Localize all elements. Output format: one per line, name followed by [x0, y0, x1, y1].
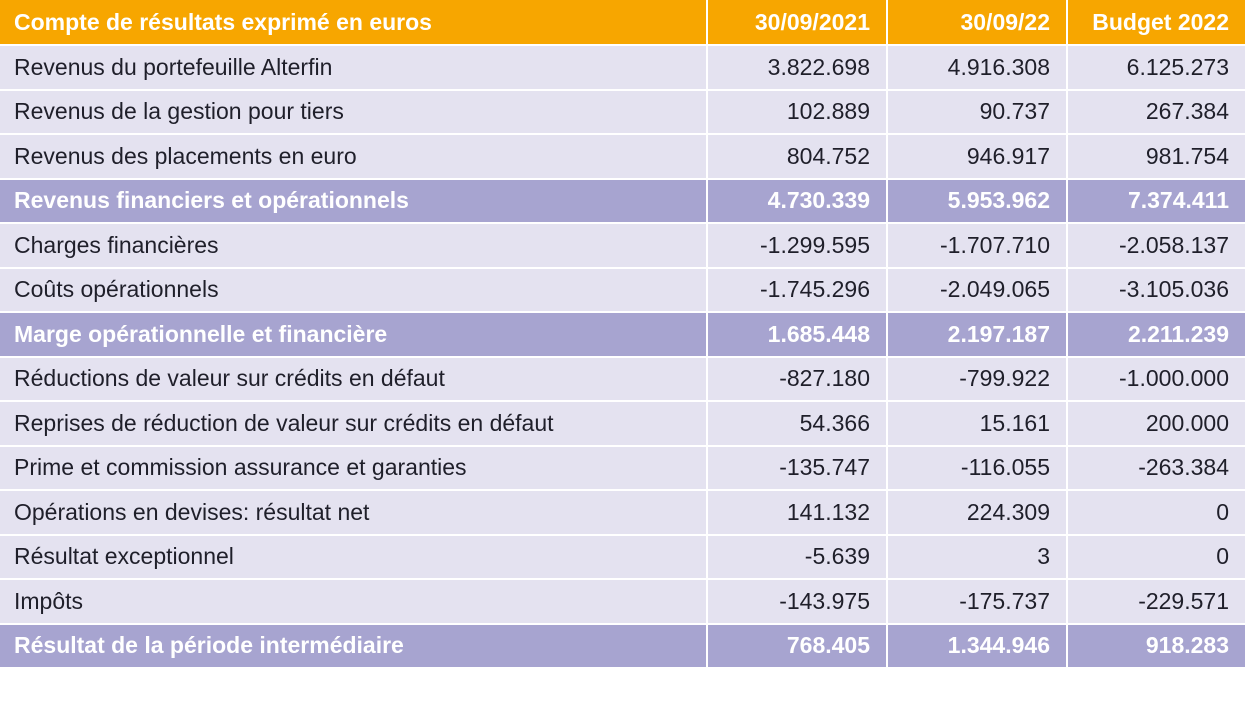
cell-budget: 2.211.239 [1068, 313, 1245, 358]
cell-2022: 4.916.308 [888, 46, 1068, 91]
row-label: Résultat de la période intermédiaire [0, 624, 708, 669]
table-row: Revenus du portefeuille Alterfin 3.822.6… [0, 46, 1245, 91]
cell-budget: 200.000 [1068, 402, 1245, 447]
income-statement-table: Compte de résultats exprimé en euros 30/… [0, 0, 1245, 669]
table-row: Coûts opérationnels -1.745.296 -2.049.06… [0, 268, 1245, 313]
row-label: Impôts [0, 580, 708, 625]
cell-2022: 90.737 [888, 90, 1068, 135]
cell-budget: -229.571 [1068, 580, 1245, 625]
header-label: Compte de résultats exprimé en euros [0, 0, 708, 46]
cell-budget: 6.125.273 [1068, 46, 1245, 91]
cell-2022: 2.197.187 [888, 313, 1068, 358]
cell-2021: -135.747 [708, 446, 888, 491]
cell-2021: -143.975 [708, 580, 888, 625]
subtotal-row: Revenus financiers et opérationnels 4.73… [0, 179, 1245, 224]
cell-budget: 7.374.411 [1068, 179, 1245, 224]
header-period-2022: 30/09/22 [888, 0, 1068, 46]
table-row: Impôts -143.975 -175.737 -229.571 [0, 580, 1245, 625]
cell-2022: -175.737 [888, 580, 1068, 625]
cell-budget: -263.384 [1068, 446, 1245, 491]
row-label: Opérations en devises: résultat net [0, 491, 708, 536]
cell-budget: 0 [1068, 491, 1245, 536]
cell-2021: -827.180 [708, 357, 888, 402]
cell-2022: -2.049.065 [888, 268, 1068, 313]
cell-budget: -1.000.000 [1068, 357, 1245, 402]
cell-2022: 3 [888, 535, 1068, 580]
cell-budget: 918.283 [1068, 624, 1245, 669]
table-row: Résultat exceptionnel -5.639 3 0 [0, 535, 1245, 580]
cell-2021: 4.730.339 [708, 179, 888, 224]
cell-2021: 804.752 [708, 135, 888, 180]
table-body: Revenus du portefeuille Alterfin 3.822.6… [0, 46, 1245, 669]
cell-budget: 267.384 [1068, 90, 1245, 135]
row-label: Marge opérationnelle et financière [0, 313, 708, 358]
cell-2022: 15.161 [888, 402, 1068, 447]
cell-2022: -1.707.710 [888, 224, 1068, 269]
cell-2022: 5.953.962 [888, 179, 1068, 224]
row-label: Revenus de la gestion pour tiers [0, 90, 708, 135]
row-label: Reprises de réduction de valeur sur créd… [0, 402, 708, 447]
cell-2022: 224.309 [888, 491, 1068, 536]
table-row: Prime et commission assurance et garanti… [0, 446, 1245, 491]
cell-2021: 3.822.698 [708, 46, 888, 91]
table-row: Reprises de réduction de valeur sur créd… [0, 402, 1245, 447]
row-label: Résultat exceptionnel [0, 535, 708, 580]
cell-2021: 54.366 [708, 402, 888, 447]
row-label: Revenus des placements en euro [0, 135, 708, 180]
row-label: Charges financières [0, 224, 708, 269]
cell-budget: -3.105.036 [1068, 268, 1245, 313]
cell-2022: 1.344.946 [888, 624, 1068, 669]
cell-2021: 102.889 [708, 90, 888, 135]
cell-budget: 981.754 [1068, 135, 1245, 180]
cell-budget: -2.058.137 [1068, 224, 1245, 269]
cell-2021: -1.299.595 [708, 224, 888, 269]
row-label: Revenus financiers et opérationnels [0, 179, 708, 224]
cell-2022: 946.917 [888, 135, 1068, 180]
row-label: Prime et commission assurance et garanti… [0, 446, 708, 491]
total-row: Résultat de la période intermédiaire 768… [0, 624, 1245, 669]
header-budget-2022: Budget 2022 [1068, 0, 1245, 46]
header-period-2021: 30/09/2021 [708, 0, 888, 46]
cell-2022: -116.055 [888, 446, 1068, 491]
cell-2021: 768.405 [708, 624, 888, 669]
row-label: Réductions de valeur sur crédits en défa… [0, 357, 708, 402]
table-row: Réductions de valeur sur crédits en défa… [0, 357, 1245, 402]
table-row: Revenus de la gestion pour tiers 102.889… [0, 90, 1245, 135]
cell-2021: 1.685.448 [708, 313, 888, 358]
header-row: Compte de résultats exprimé en euros 30/… [0, 0, 1245, 46]
subtotal-row: Marge opérationnelle et financière 1.685… [0, 313, 1245, 358]
table-row: Revenus des placements en euro 804.752 9… [0, 135, 1245, 180]
cell-2022: -799.922 [888, 357, 1068, 402]
cell-2021: 141.132 [708, 491, 888, 536]
table-row: Opérations en devises: résultat net 141.… [0, 491, 1245, 536]
row-label: Coûts opérationnels [0, 268, 708, 313]
cell-budget: 0 [1068, 535, 1245, 580]
table-row: Charges financières -1.299.595 -1.707.71… [0, 224, 1245, 269]
cell-2021: -5.639 [708, 535, 888, 580]
row-label: Revenus du portefeuille Alterfin [0, 46, 708, 91]
cell-2021: -1.745.296 [708, 268, 888, 313]
